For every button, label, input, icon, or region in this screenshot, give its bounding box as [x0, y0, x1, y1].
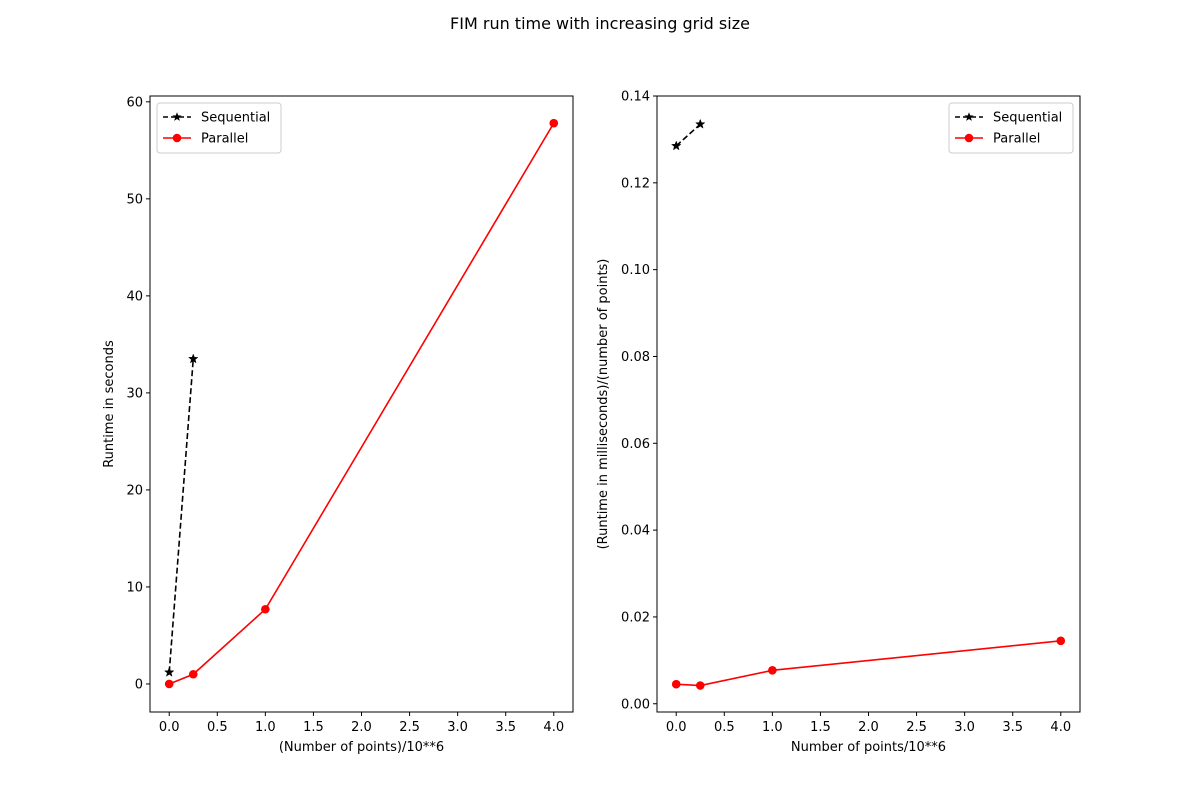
- data-point-parallel: [671, 679, 681, 689]
- data-point-sequential: [695, 118, 706, 129]
- x-tick-label: 3.0: [954, 720, 975, 735]
- legend-label-parallel: Parallel: [201, 132, 248, 147]
- x-tick-label: 4.0: [1050, 720, 1071, 735]
- legend-marker-parallel: [172, 133, 182, 143]
- plot-frame: [149, 95, 574, 713]
- x-tick-label: 0.5: [207, 720, 228, 735]
- data-point-parallel: [188, 669, 198, 679]
- x-tick-label: 0.0: [159, 720, 180, 735]
- y-tick-label: 0.06: [621, 437, 650, 452]
- y-tick-label: 0.04: [621, 524, 650, 539]
- y-tick-label: 0: [135, 677, 143, 692]
- legend: Sequential Parallel: [948, 102, 1074, 154]
- data-point-sequential: [163, 666, 175, 677]
- x-tick-label: 2.5: [906, 720, 927, 735]
- series-line-parallel: [168, 122, 555, 685]
- plot-frame: [656, 95, 1081, 713]
- y-tick-label: 40: [126, 289, 143, 304]
- legend-label-sequential: Sequential: [201, 111, 270, 126]
- x-tick-label: 3.5: [495, 720, 516, 735]
- x-tick-label: 0.5: [714, 720, 735, 735]
- y-tick-label: 50: [126, 192, 143, 207]
- data-point-parallel: [549, 118, 559, 128]
- y-tick-label: 0.08: [621, 350, 650, 365]
- legend-label-parallel: Parallel: [993, 132, 1040, 147]
- right-chart-panel: 0.0 0.5 1.0 1.5 2.0 2.5 3.0 3.5 4.0 0.00 0.02 0.04 0…: [596, 90, 1081, 755]
- series-line-sequential: [675, 123, 701, 147]
- legend-marker-parallel: [964, 133, 974, 143]
- legend-marker-sequential: [964, 112, 974, 121]
- legend-box: [948, 102, 1074, 154]
- x-tick-label: 1.0: [255, 720, 276, 735]
- series-line-parallel: [676, 640, 1061, 687]
- y-tick-label: 0.14: [621, 90, 650, 105]
- y-tick-label: 0.02: [621, 610, 650, 625]
- data-point-parallel: [768, 666, 777, 675]
- series-line-sequential: [168, 358, 195, 673]
- y-tick-label: 30: [126, 386, 143, 401]
- y-axis-label: Runtime in seconds: [102, 340, 117, 468]
- data-point-parallel: [1056, 636, 1066, 646]
- x-tick-label: 3.0: [447, 720, 468, 735]
- x-tick-label: 4.0: [543, 720, 564, 735]
- data-point-parallel: [164, 679, 174, 689]
- x-axis-label: Number of points/10**6: [791, 740, 946, 755]
- x-axis-label: (Number of points)/10**6: [279, 740, 444, 755]
- legend-box: [156, 102, 282, 154]
- data-point-parallel: [261, 604, 270, 614]
- x-tick-label: 2.0: [858, 720, 879, 735]
- x-tick-label: 3.5: [1002, 720, 1023, 735]
- y-tick-label: 0.12: [621, 176, 650, 191]
- legend: Sequential Parallel: [156, 102, 282, 154]
- x-tick-label: 1.5: [810, 720, 831, 735]
- data-point-sequential: [188, 353, 199, 364]
- figure-title: FIM run time with increasing grid size: [450, 14, 750, 33]
- x-tick-label: 1.0: [762, 720, 783, 735]
- y-tick-label: 0.10: [621, 263, 650, 278]
- legend-marker-sequential: [172, 112, 182, 121]
- y-tick-label: 20: [126, 483, 143, 498]
- data-point-parallel: [695, 681, 705, 690]
- y-tick-label: 60: [126, 95, 143, 110]
- data-point-sequential: [670, 140, 682, 151]
- x-tick-label: 2.5: [399, 720, 420, 735]
- left-chart-panel: 0.0 0.5 1.0 1.5 2.0 2.5 3.0 3.5 4.0 0 10 20 30 40 50 60…: [102, 95, 574, 755]
- x-tick-label: 2.0: [351, 720, 372, 735]
- legend-label-sequential: Sequential: [993, 111, 1062, 126]
- x-tick-label: 1.5: [303, 720, 324, 735]
- y-axis-label: (Runtime in milliseconds)/(number of poi…: [596, 259, 611, 550]
- y-tick-label: 10: [126, 580, 143, 595]
- x-tick-label: 0.0: [666, 720, 687, 735]
- y-tick-label: 0.00: [621, 697, 650, 712]
